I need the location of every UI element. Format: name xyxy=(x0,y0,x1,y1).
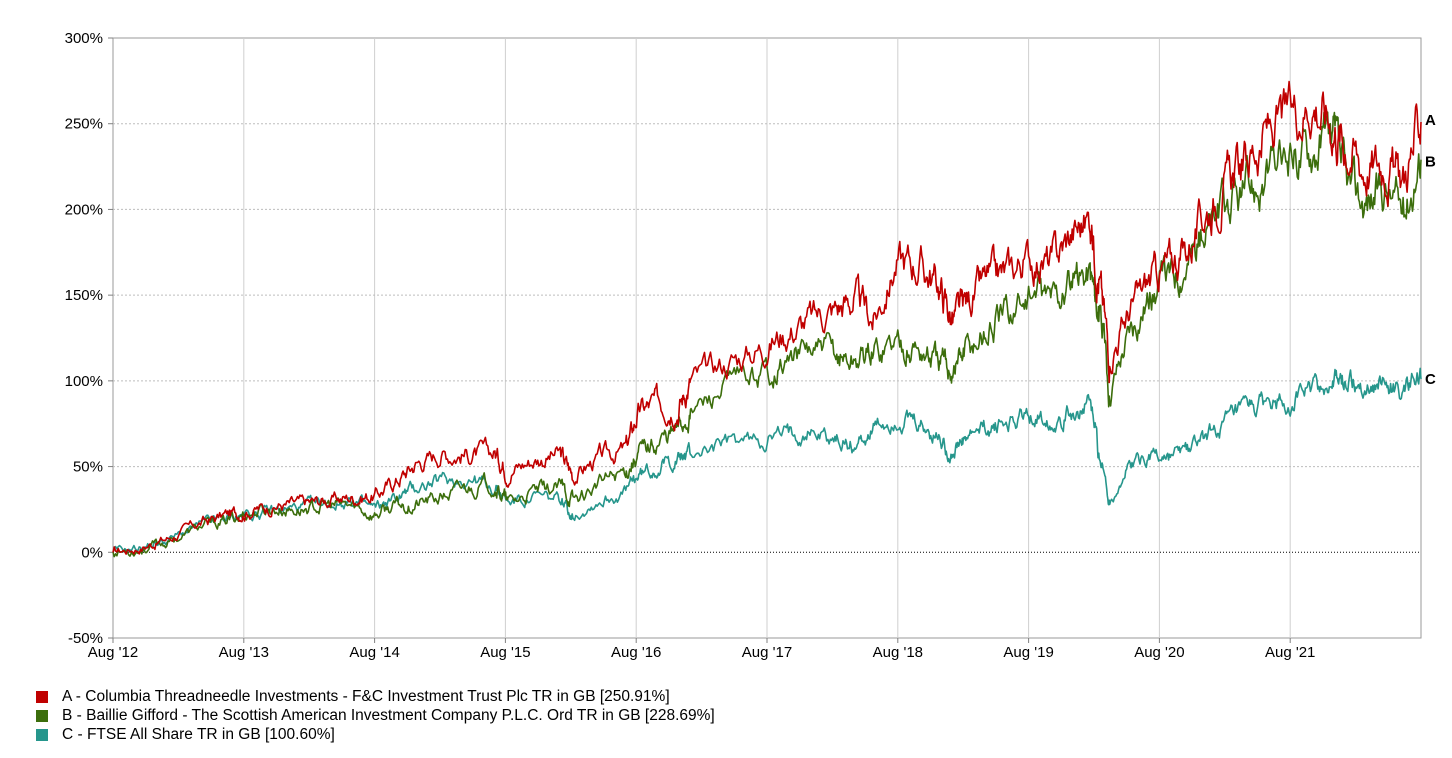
x-tick-label: Aug '15 xyxy=(480,644,530,661)
legend-label-a: A - Columbia Threadneedle Investments - … xyxy=(62,687,670,705)
x-tick-label: Aug '18 xyxy=(873,644,923,661)
legend-label-c: C - FTSE All Share TR in GB [100.60%] xyxy=(62,725,335,743)
legend-label-b: B - Baillie Gifford - The Scottish Ameri… xyxy=(62,706,715,724)
chart-svg: Aug '12 Aug '13 Aug '14 Aug '15 Aug '16 Aug '… xyxy=(65,30,1436,661)
x-tick-label: Aug '20 xyxy=(1134,644,1184,661)
chart-legend: A - Columbia Threadneedle Investments - … xyxy=(36,687,1136,744)
x-tick-label: Aug '19 xyxy=(1003,644,1053,661)
x-tick-label: Aug '17 xyxy=(742,644,792,661)
y-tick-label: 100% xyxy=(65,373,103,390)
y-tick-label: 50% xyxy=(73,459,103,476)
y-tick-label: 300% xyxy=(65,30,103,47)
performance-chart: Aug '12 Aug '13 Aug '14 Aug '15 Aug '16 Aug '… xyxy=(65,30,1436,661)
end-label-a: A xyxy=(1425,112,1436,129)
end-label-c: C xyxy=(1425,371,1436,388)
x-tick-label: Aug '12 xyxy=(88,644,138,661)
y-tick-label: 200% xyxy=(65,201,103,218)
series-line-b xyxy=(112,111,1422,558)
x-tick-label: Aug '14 xyxy=(349,644,399,661)
legend-item-a: A - Columbia Threadneedle Investments - … xyxy=(36,687,1136,706)
legend-item-c: C - FTSE All Share TR in GB [100.60%] xyxy=(36,725,1136,744)
y-tick-label: -50% xyxy=(68,630,103,647)
legend-swatch-c xyxy=(36,728,48,741)
series-line-c xyxy=(112,367,1422,554)
x-tick-label: Aug '16 xyxy=(611,644,661,661)
legend-swatch-b xyxy=(36,709,48,722)
series-line-a xyxy=(112,80,1422,555)
y-tick-label: 0% xyxy=(81,544,103,561)
x-tick-label: Aug '13 xyxy=(219,644,269,661)
x-tick-label: Aug '21 xyxy=(1265,644,1315,661)
legend-swatch-a xyxy=(36,690,48,703)
y-tick-label: 150% xyxy=(65,287,103,304)
end-label-b: B xyxy=(1425,154,1436,171)
y-tick-label: 250% xyxy=(65,116,103,133)
legend-item-b: B - Baillie Gifford - The Scottish Ameri… xyxy=(36,706,1136,725)
